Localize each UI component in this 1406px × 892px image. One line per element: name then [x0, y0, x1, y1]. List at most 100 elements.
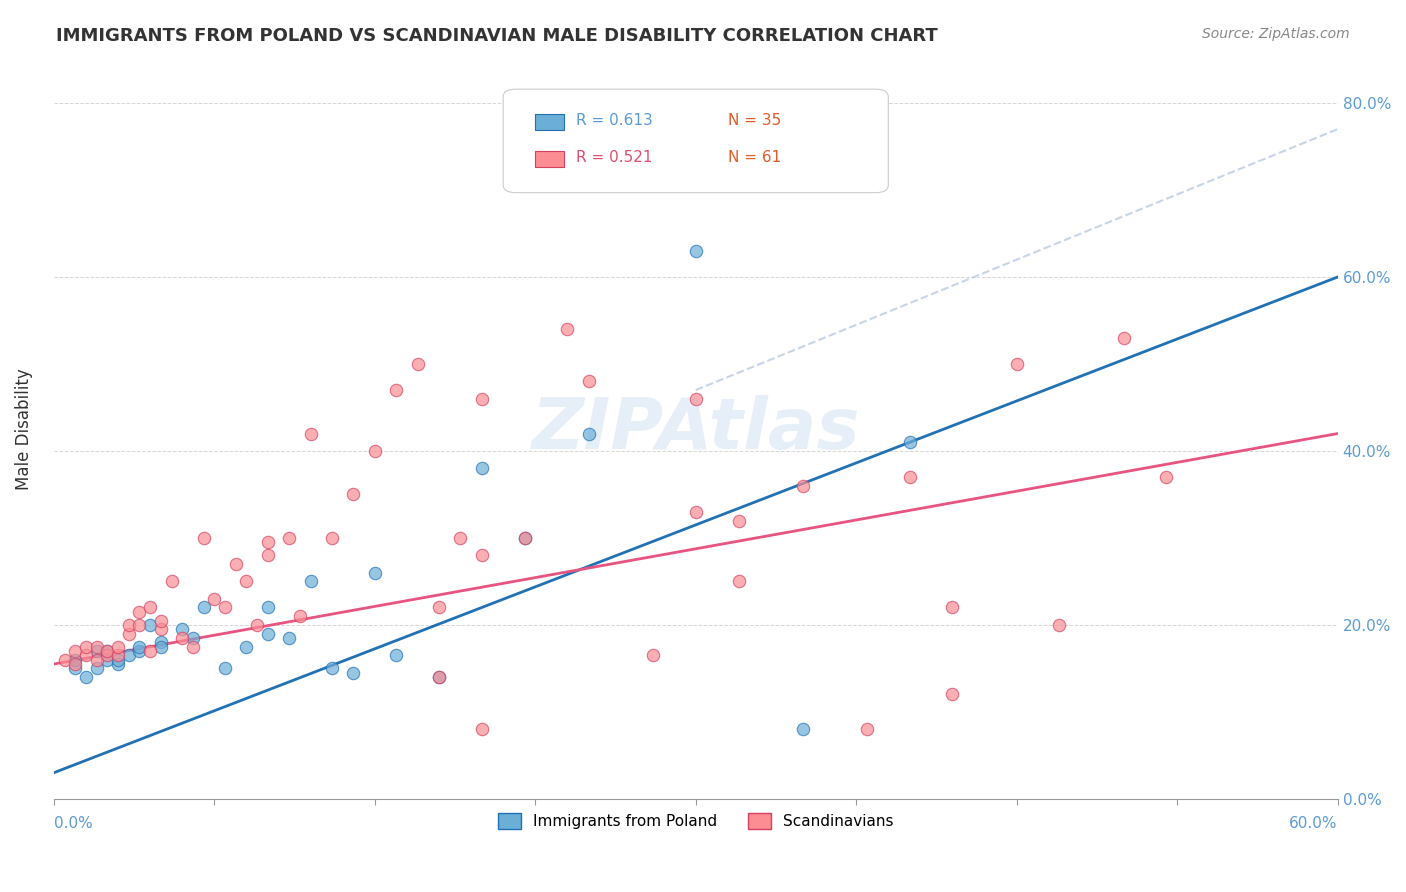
Point — [288, 609, 311, 624]
Point — [214, 600, 236, 615]
Point — [75, 648, 97, 663]
Point — [513, 531, 536, 545]
Point — [149, 635, 172, 649]
Point — [107, 657, 129, 671]
Point — [107, 653, 129, 667]
Point — [557, 322, 579, 336]
Point — [898, 470, 921, 484]
Point — [139, 600, 162, 615]
Point — [128, 644, 150, 658]
Point — [118, 626, 141, 640]
Text: R = 0.521: R = 0.521 — [576, 150, 652, 165]
Point — [1005, 357, 1028, 371]
Point — [149, 622, 172, 636]
Point — [181, 631, 204, 645]
Point — [299, 426, 322, 441]
Point — [149, 640, 172, 654]
Point — [65, 644, 87, 658]
Point — [225, 557, 247, 571]
Point — [96, 644, 118, 658]
Point — [299, 574, 322, 589]
Point — [941, 600, 963, 615]
Point — [86, 640, 108, 654]
FancyBboxPatch shape — [536, 151, 564, 167]
Text: Source: ZipAtlas.com: Source: ZipAtlas.com — [1202, 27, 1350, 41]
Text: N = 61: N = 61 — [728, 150, 782, 165]
Point — [342, 487, 364, 501]
Point — [427, 670, 450, 684]
Point — [321, 661, 343, 675]
Point — [65, 653, 87, 667]
Point — [149, 614, 172, 628]
Point — [792, 479, 814, 493]
Point — [364, 444, 387, 458]
Point — [96, 653, 118, 667]
Point — [86, 661, 108, 675]
Point — [96, 648, 118, 663]
Point — [193, 531, 215, 545]
Point — [471, 461, 494, 475]
Point — [449, 531, 471, 545]
Text: N = 35: N = 35 — [728, 112, 782, 128]
Point — [427, 670, 450, 684]
Point — [128, 618, 150, 632]
Text: IMMIGRANTS FROM POLAND VS SCANDINAVIAN MALE DISABILITY CORRELATION CHART: IMMIGRANTS FROM POLAND VS SCANDINAVIAN M… — [56, 27, 938, 45]
Legend: Immigrants from Poland, Scandinavians: Immigrants from Poland, Scandinavians — [492, 807, 900, 836]
Point — [385, 383, 408, 397]
Point — [898, 435, 921, 450]
Text: ZIPAtlas: ZIPAtlas — [531, 395, 860, 464]
Point — [128, 640, 150, 654]
Point — [172, 631, 194, 645]
Point — [214, 661, 236, 675]
Point — [235, 574, 257, 589]
Point — [86, 644, 108, 658]
Point — [75, 670, 97, 684]
Point — [792, 723, 814, 737]
Point — [118, 618, 141, 632]
Point — [139, 644, 162, 658]
Point — [96, 644, 118, 658]
Y-axis label: Male Disability: Male Disability — [15, 368, 32, 490]
Point — [278, 531, 301, 545]
Text: 0.0%: 0.0% — [53, 816, 93, 831]
Point — [53, 653, 76, 667]
Point — [685, 392, 707, 406]
Point — [385, 648, 408, 663]
Point — [118, 648, 141, 663]
Point — [406, 357, 429, 371]
Point — [139, 618, 162, 632]
Point — [107, 648, 129, 663]
Point — [427, 600, 450, 615]
Point — [172, 622, 194, 636]
Point — [181, 640, 204, 654]
Point — [246, 618, 269, 632]
Point — [75, 640, 97, 654]
Point — [727, 514, 749, 528]
Point — [471, 549, 494, 563]
Point — [256, 549, 278, 563]
Point — [256, 626, 278, 640]
Point — [193, 600, 215, 615]
Point — [856, 723, 879, 737]
Point — [941, 688, 963, 702]
Point — [513, 531, 536, 545]
Point — [235, 640, 257, 654]
Point — [578, 375, 600, 389]
Point — [471, 723, 494, 737]
Point — [128, 605, 150, 619]
Point — [256, 600, 278, 615]
Point — [342, 665, 364, 680]
Point — [278, 631, 301, 645]
Point — [471, 392, 494, 406]
Point — [65, 657, 87, 671]
Point — [641, 648, 664, 663]
Point — [1049, 618, 1071, 632]
Point — [321, 531, 343, 545]
Point — [364, 566, 387, 580]
Text: 60.0%: 60.0% — [1289, 816, 1337, 831]
Point — [202, 591, 225, 606]
Point — [65, 661, 87, 675]
FancyBboxPatch shape — [503, 89, 889, 193]
Text: R = 0.613: R = 0.613 — [576, 112, 654, 128]
Point — [107, 640, 129, 654]
